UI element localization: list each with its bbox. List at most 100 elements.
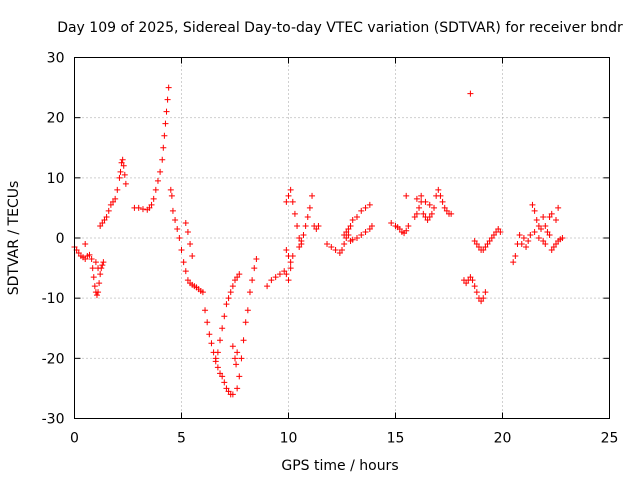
data-point-marker	[75, 250, 82, 257]
data-point-marker	[553, 216, 559, 223]
data-point-marker	[559, 235, 566, 241]
x-tick-label: 25	[601, 431, 619, 447]
data-point-marker	[478, 298, 485, 305]
data-point-marker	[298, 238, 305, 245]
data-point-marker	[159, 156, 166, 163]
data-point-marker	[251, 265, 258, 272]
data-point-marker	[180, 259, 187, 266]
data-point-marker	[281, 268, 288, 275]
data-point-marker	[229, 343, 236, 350]
data-point-marker	[187, 241, 194, 248]
data-point-marker	[169, 207, 176, 214]
x-tick-label: 10	[280, 431, 298, 447]
data-point-marker	[253, 256, 260, 263]
data-point-marker	[99, 219, 106, 226]
data-point-marker	[212, 358, 219, 365]
data-point-marker	[208, 340, 215, 347]
data-point-marker	[405, 222, 412, 229]
data-point-marker	[287, 259, 294, 266]
data-point-marker	[362, 228, 369, 235]
y-tick-label: 30	[47, 51, 65, 67]
data-point-marker	[112, 195, 119, 202]
data-point-marker	[232, 355, 238, 362]
data-point-marker	[339, 247, 345, 254]
data-point-marker	[426, 201, 433, 208]
x-tick-label: 15	[387, 431, 405, 447]
data-point-marker	[324, 241, 331, 248]
data-point-marker	[535, 235, 542, 241]
data-point-marker	[272, 274, 279, 281]
data-point-marker	[480, 247, 487, 254]
data-point-marker	[443, 207, 450, 214]
data-point-marker	[520, 235, 527, 241]
data-point-marker	[296, 235, 303, 241]
data-point-marker	[289, 198, 296, 205]
data-point-marker	[497, 228, 504, 235]
data-point-marker	[347, 222, 354, 229]
data-point-marker	[225, 295, 232, 302]
data-point-marker	[546, 231, 553, 238]
data-point-marker	[341, 231, 348, 238]
data-point-marker	[512, 253, 519, 260]
data-point-marker	[306, 204, 313, 211]
data-point-marker	[92, 259, 99, 266]
data-point-marker	[490, 231, 497, 238]
data-point-marker	[283, 198, 290, 205]
data-point-marker	[550, 244, 557, 251]
data-point-marker	[246, 289, 253, 296]
data-point-marker	[172, 216, 179, 223]
data-point-marker	[482, 244, 489, 251]
y-tick-label: 10	[47, 171, 65, 187]
data-point-marker	[223, 301, 230, 308]
data-point-marker	[525, 238, 532, 245]
data-point-marker	[146, 204, 153, 211]
data-point-marker	[343, 235, 350, 241]
data-point-marker	[403, 192, 410, 199]
data-point-marker	[413, 195, 420, 202]
data-point-marker	[349, 216, 356, 223]
data-point-marker	[439, 198, 446, 205]
data-point-marker	[403, 227, 410, 234]
data-point-marker	[435, 186, 442, 193]
data-point-marker	[353, 235, 360, 241]
data-point-marker	[488, 235, 495, 241]
data-point-marker	[99, 262, 106, 269]
data-point-marker	[473, 241, 480, 248]
data-point-marker	[287, 265, 294, 272]
data-point-marker	[110, 198, 117, 205]
data-point-marker	[182, 219, 189, 226]
data-point-marker	[89, 265, 96, 272]
data-point-marker	[548, 247, 555, 254]
data-point-marker	[116, 174, 123, 181]
data-point-marker	[416, 204, 423, 211]
data-point-marker	[238, 355, 245, 362]
data-point-marker	[296, 244, 303, 251]
data-point-marker	[285, 277, 292, 284]
data-point-marker	[343, 228, 350, 235]
data-point-marker	[287, 186, 294, 193]
data-point-marker	[139, 206, 146, 213]
data-point-marker	[283, 271, 290, 278]
grid-lines	[74, 57, 610, 419]
data-point-marker	[553, 241, 559, 248]
data-point-marker	[240, 337, 247, 344]
data-point-marker	[540, 213, 547, 220]
data-point-marker	[313, 225, 320, 232]
data-point-marker	[168, 192, 175, 199]
data-point-marker	[161, 132, 168, 139]
data-point-marker	[122, 180, 129, 187]
data-point-marker	[105, 207, 112, 214]
data-point-marker	[441, 204, 448, 211]
data-point-marker	[234, 385, 241, 392]
data-point-marker	[471, 283, 478, 290]
data-point-marker	[420, 210, 427, 217]
data-point-marker	[217, 337, 224, 344]
data-point-marker	[184, 228, 191, 235]
data-point-marker	[362, 204, 369, 211]
data-point-marker	[544, 228, 551, 235]
data-point-marker	[437, 192, 444, 199]
axis-ticks: 0 5 10 15 20 25 -30 -20 -10 0 10 20 30	[42, 51, 619, 447]
data-point-marker	[540, 238, 547, 245]
data-point-marker	[366, 225, 373, 232]
